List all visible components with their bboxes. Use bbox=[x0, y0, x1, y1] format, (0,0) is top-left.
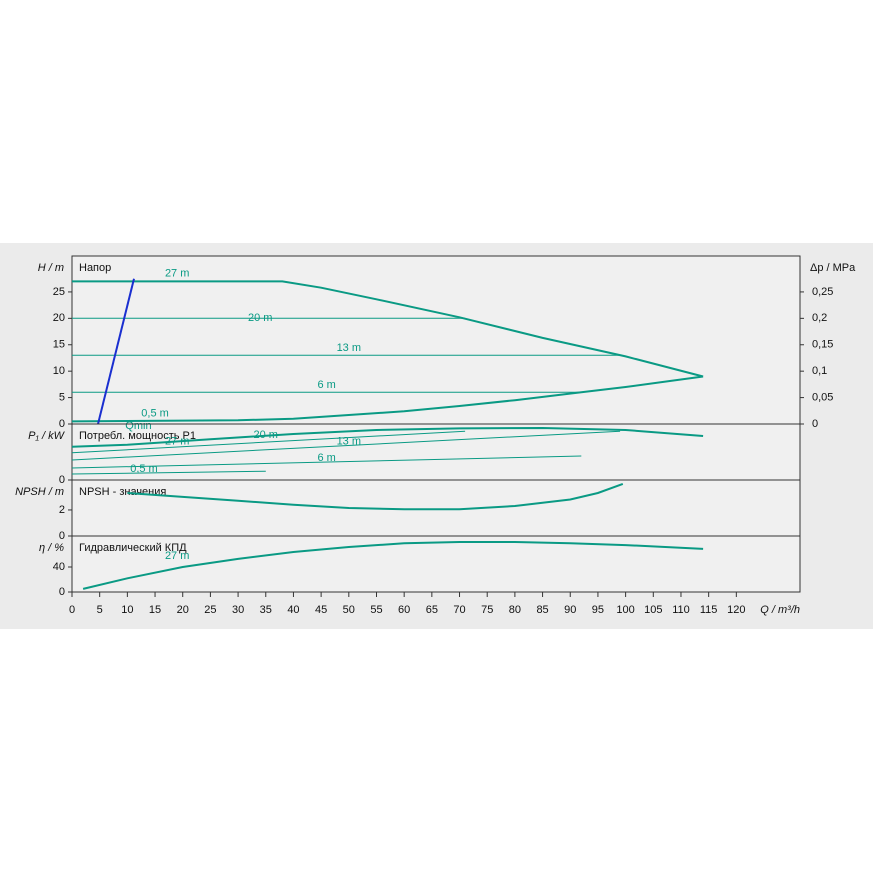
series-label: 13 m bbox=[337, 435, 361, 447]
y-tick-label: 15 bbox=[53, 339, 65, 351]
x-tick-label: 70 bbox=[453, 604, 465, 616]
curve bbox=[71, 470, 266, 475]
curve bbox=[72, 280, 704, 378]
series-label: Qmin bbox=[125, 420, 151, 432]
curve bbox=[97, 278, 135, 425]
panel-title: NPSH - значения bbox=[79, 486, 166, 498]
x-tick-label: 35 bbox=[260, 604, 272, 616]
y-axis-label: NPSH / m bbox=[15, 486, 64, 498]
panel-title: Потребл. мощность P1 bbox=[79, 430, 196, 442]
x-tick-label: 95 bbox=[592, 604, 604, 616]
y-axis-label: η / % bbox=[39, 542, 64, 554]
x-tick-label: 50 bbox=[343, 604, 355, 616]
x-tick-label: 40 bbox=[287, 604, 299, 616]
y-tick-label: 10 bbox=[53, 365, 65, 377]
y-tick-label: 5 bbox=[59, 391, 65, 403]
y-tick-label: 0 bbox=[59, 418, 65, 430]
x-tick-label: 75 bbox=[481, 604, 493, 616]
y-tick-label: 20 bbox=[53, 312, 65, 324]
y2-tick-label: 0,2 bbox=[812, 312, 827, 324]
curve bbox=[71, 426, 704, 448]
series-label: 27 m bbox=[165, 267, 189, 279]
x-tick-label: 10 bbox=[121, 604, 133, 616]
series-label: 6 m bbox=[317, 452, 335, 464]
x-tick-label: 25 bbox=[204, 604, 216, 616]
series-label: 20 m bbox=[248, 312, 272, 324]
y-tick-label: 0 bbox=[59, 586, 65, 598]
curve bbox=[71, 375, 704, 423]
x-tick-label: 105 bbox=[644, 604, 662, 616]
curve bbox=[82, 541, 704, 590]
y2-tick-label: 0,05 bbox=[812, 391, 833, 403]
x-tick-label: 80 bbox=[509, 604, 521, 616]
x-tick-label: 5 bbox=[97, 604, 103, 616]
x-tick-label: 55 bbox=[370, 604, 382, 616]
x-tick-label: 110 bbox=[672, 604, 690, 616]
x-tick-label: 90 bbox=[564, 604, 576, 616]
y-tick-label: 0 bbox=[59, 474, 65, 486]
y2-tick-label: 0,25 bbox=[812, 286, 833, 298]
series-label: 20 m bbox=[254, 429, 278, 441]
curve bbox=[71, 430, 621, 461]
x-tick-label: 120 bbox=[727, 604, 745, 616]
curve bbox=[127, 482, 624, 511]
series-label: 13 m bbox=[337, 342, 361, 354]
y-tick-label: 25 bbox=[53, 286, 65, 298]
x-tick-label: 65 bbox=[426, 604, 438, 616]
y2-tick-label: 0 bbox=[812, 418, 818, 430]
series-label: 0,5 m bbox=[130, 463, 158, 475]
x-axis-label: Q / m³/h bbox=[760, 604, 800, 616]
x-tick-label: 115 bbox=[700, 604, 718, 616]
y-axis-label: H / m bbox=[38, 262, 64, 274]
series-label: 27 m bbox=[165, 435, 189, 447]
x-tick-label: 45 bbox=[315, 604, 327, 616]
x-tick-label: 60 bbox=[398, 604, 410, 616]
x-tick-label: 20 bbox=[177, 604, 189, 616]
y2-tick-label: 0,15 bbox=[812, 339, 833, 351]
x-tick-label: 85 bbox=[536, 604, 548, 616]
y-tick-label: 40 bbox=[53, 561, 65, 573]
series-label: 27 m bbox=[165, 550, 189, 562]
x-tick-label: 15 bbox=[149, 604, 161, 616]
y-axis-label: P₁ / kW bbox=[28, 430, 65, 442]
y-tick-label: 0 bbox=[59, 530, 65, 542]
series-label: 0,5 m bbox=[141, 408, 169, 420]
curve bbox=[71, 430, 466, 454]
y2-tick-label: 0,1 bbox=[812, 365, 827, 377]
curve bbox=[71, 455, 582, 469]
y-tick-label: 2 bbox=[59, 504, 65, 516]
x-tick-label: 0 bbox=[69, 604, 75, 616]
y2-axis-label: Δp / MPa bbox=[810, 262, 856, 274]
x-tick-label: 100 bbox=[616, 604, 634, 616]
panel-title: Гидравлический КПД bbox=[79, 542, 187, 554]
panel-title: Напор bbox=[79, 262, 111, 274]
series-label: 6 m bbox=[317, 379, 335, 391]
x-tick-label: 30 bbox=[232, 604, 244, 616]
